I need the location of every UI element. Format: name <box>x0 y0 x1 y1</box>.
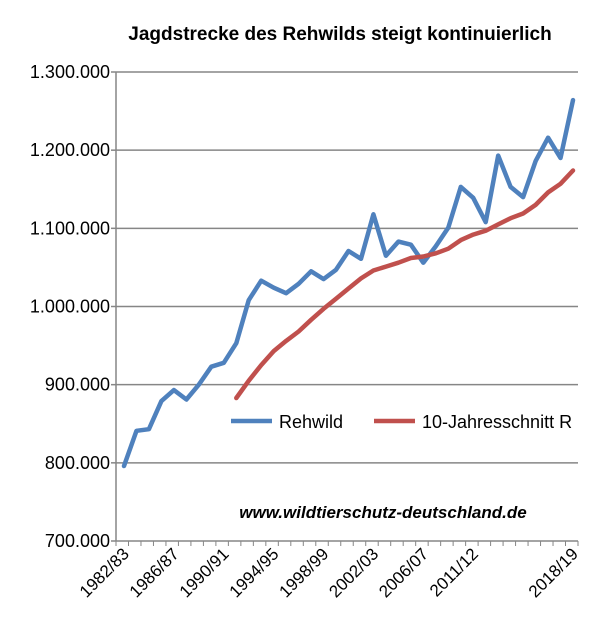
x-tick-label: 1990/91 <box>176 544 233 601</box>
legend-label-average: 10-Jahresschnitt R <box>422 412 572 432</box>
y-tick-label: 1.300.000 <box>30 62 110 82</box>
y-tick-label: 1.200.000 <box>30 140 110 160</box>
y-tick-label: 700.000 <box>45 531 110 551</box>
legend: Rehwild 10-Jahresschnitt R <box>231 412 572 432</box>
y-tick-label: 900.000 <box>45 375 110 395</box>
x-tick-label: 2018/19 <box>525 544 582 601</box>
website-annotation: www.wildtierschutz-deutschland.de <box>239 503 526 522</box>
legend-label-rehwild: Rehwild <box>279 412 343 432</box>
y-tick-label: 800.000 <box>45 453 110 473</box>
x-tick-label: 1994/95 <box>226 544 283 601</box>
x-tick-label: 2006/07 <box>375 544 432 601</box>
x-tick-label: 1986/87 <box>126 544 183 601</box>
chart-title: Jagdstrecke des Rehwilds steigt kontinui… <box>128 24 551 45</box>
series-line-average <box>236 171 573 399</box>
x-tick-label: 1998/99 <box>275 544 332 601</box>
x-tick-label: 2011/12 <box>426 544 482 600</box>
x-tick-label: 2002/03 <box>325 544 382 601</box>
y-tick-label: 1.000.000 <box>30 297 110 317</box>
x-tick-label: 1982/83 <box>76 544 133 601</box>
y-tick-label: 1.100.000 <box>30 218 110 238</box>
